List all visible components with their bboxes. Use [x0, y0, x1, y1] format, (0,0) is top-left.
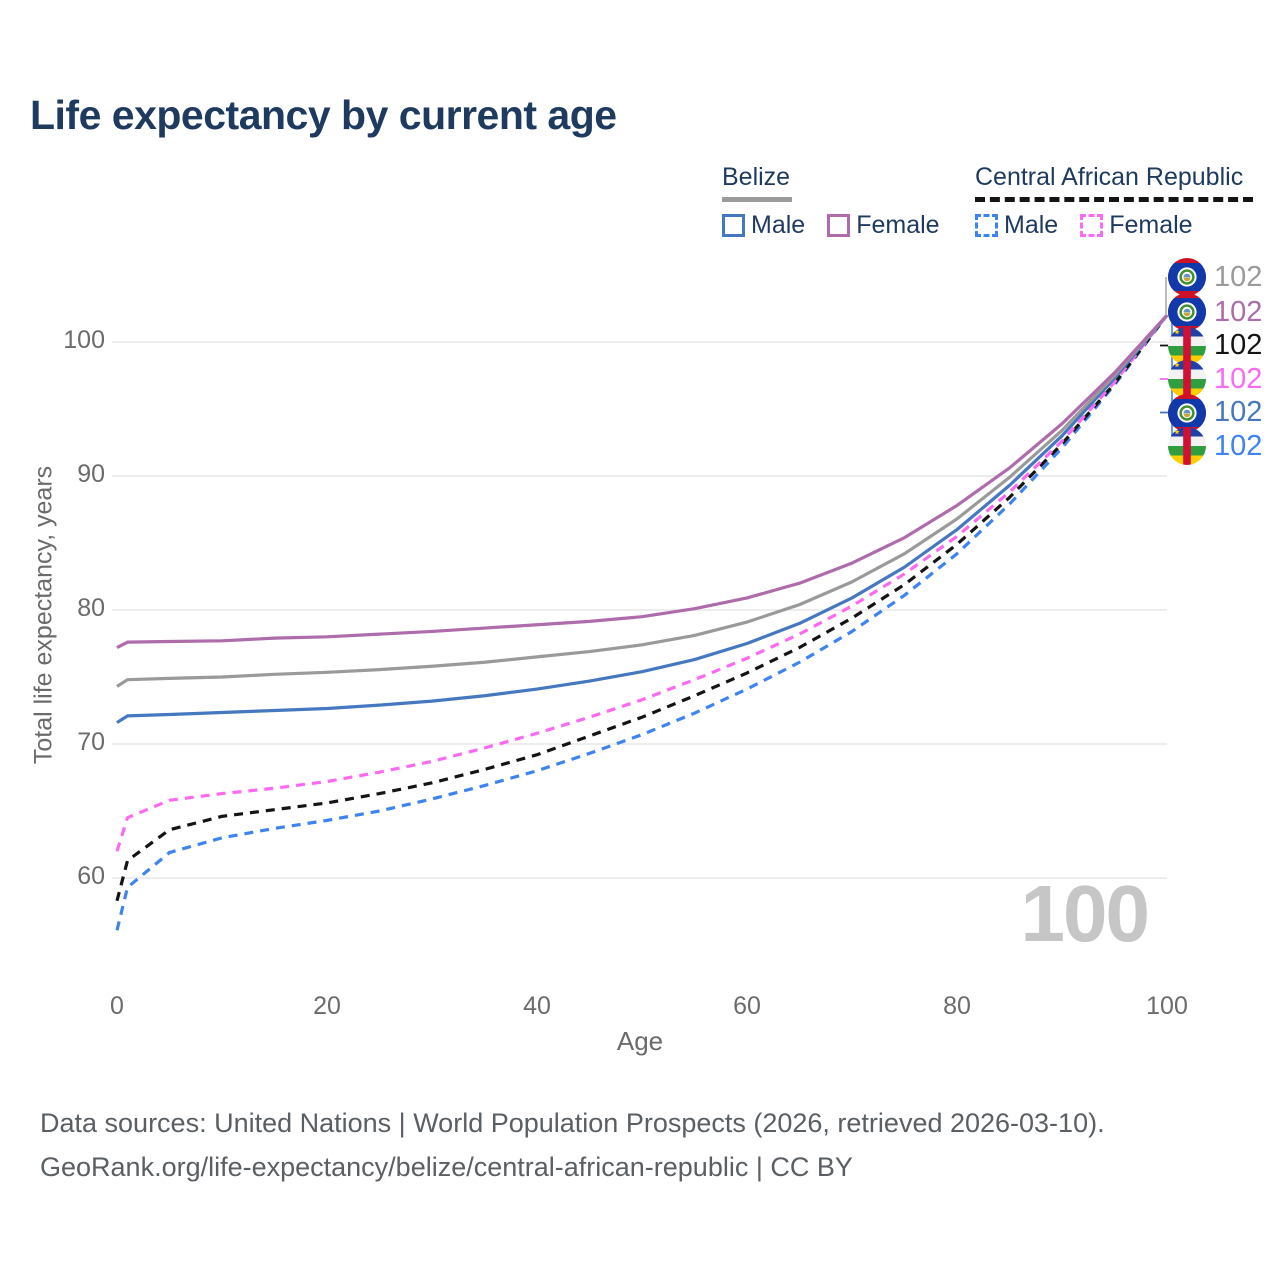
x-tick-label: 0: [110, 992, 124, 1020]
x-tick-label: 20: [313, 992, 341, 1020]
series-line[interactable]: [115, 314, 1169, 852]
end-label-row[interactable]: 102: [1168, 326, 1263, 365]
legend-item-car-female[interactable]: Female: [1080, 211, 1193, 240]
central-african-republic-flag-icon: [1168, 326, 1206, 365]
series-line[interactable]: [116, 314, 1169, 724]
legend-country-label[interactable]: Belize: [722, 163, 791, 191]
legend-item-belize-female[interactable]: Female: [827, 211, 940, 240]
x-tick-label: 80: [943, 992, 971, 1020]
legend-country-label[interactable]: Central African Republic: [975, 163, 1244, 191]
end-label-value: 102: [1214, 396, 1263, 428]
x-tick-label: 100: [1146, 992, 1188, 1020]
series-line[interactable]: [115, 314, 1169, 902]
footer: Data sources: United Nations | World Pop…: [40, 1108, 1105, 1196]
legend-swatch-dashed-female: [1080, 214, 1104, 237]
legend-swatch-dashed-male: [975, 214, 998, 237]
end-label-value: 102: [1214, 260, 1263, 293]
y-tick-label: 80: [77, 594, 105, 622]
end-label-row[interactable]: 102: [1168, 258, 1262, 296]
legend-group-belize: Belize Male Female: [722, 163, 962, 240]
belize-flag-icon: [1168, 393, 1206, 432]
legend-item-label: Female: [1109, 211, 1193, 239]
legend-line-sample-solid: [722, 197, 792, 202]
y-tick-label: 90: [77, 460, 105, 488]
series-line[interactable]: [116, 314, 1169, 649]
central-african-republic-flag-icon: [1168, 360, 1206, 398]
end-label-row[interactable]: 102: [1168, 360, 1262, 398]
end-label-value: 102: [1214, 429, 1263, 462]
end-label-value: 102: [1214, 362, 1263, 395]
belize-flag-icon: [1168, 258, 1206, 296]
y-tick-label: 70: [77, 728, 105, 756]
series-line[interactable]: [115, 314, 1169, 931]
y-tick-label: 100: [63, 326, 105, 354]
legend-line-sample-dashed: [975, 197, 1253, 202]
legend-group-central-african-republic: Central African Republic Male Female: [975, 163, 1253, 240]
x-tick-label: 40: [523, 992, 551, 1020]
legend-swatch-solid-male: [722, 214, 745, 237]
end-label-value: 102: [1214, 295, 1263, 328]
age-watermark: 100: [1020, 869, 1150, 958]
series-line[interactable]: [116, 314, 1169, 688]
end-label-row[interactable]: 102: [1168, 427, 1262, 465]
end-label-row[interactable]: 102: [1168, 393, 1263, 432]
legend-item-label: Male: [751, 211, 806, 239]
end-label-value: 102: [1214, 329, 1263, 361]
page-title: Life expectancy by current age: [30, 92, 617, 138]
legend-item-label: Female: [856, 211, 940, 239]
end-label-row[interactable]: 102: [1168, 293, 1262, 331]
legend-item-car-male[interactable]: Male: [975, 211, 1058, 240]
attribution-link-text[interactable]: GeoRank.org/life-expectancy/belize/centr…: [40, 1152, 853, 1182]
belize-flag-icon: [1168, 293, 1206, 331]
y-tick-label: 60: [77, 862, 105, 890]
legend-item-label: Male: [1004, 211, 1059, 239]
data-sources-text: Data sources: United Nations | World Pop…: [40, 1108, 1105, 1138]
legend-swatch-solid-female: [827, 214, 851, 237]
x-axis-title: Age: [616, 1026, 664, 1056]
legend-item-belize-male[interactable]: Male: [722, 211, 805, 240]
central-african-republic-flag-icon: [1168, 427, 1206, 465]
x-tick-label: 60: [733, 992, 761, 1020]
